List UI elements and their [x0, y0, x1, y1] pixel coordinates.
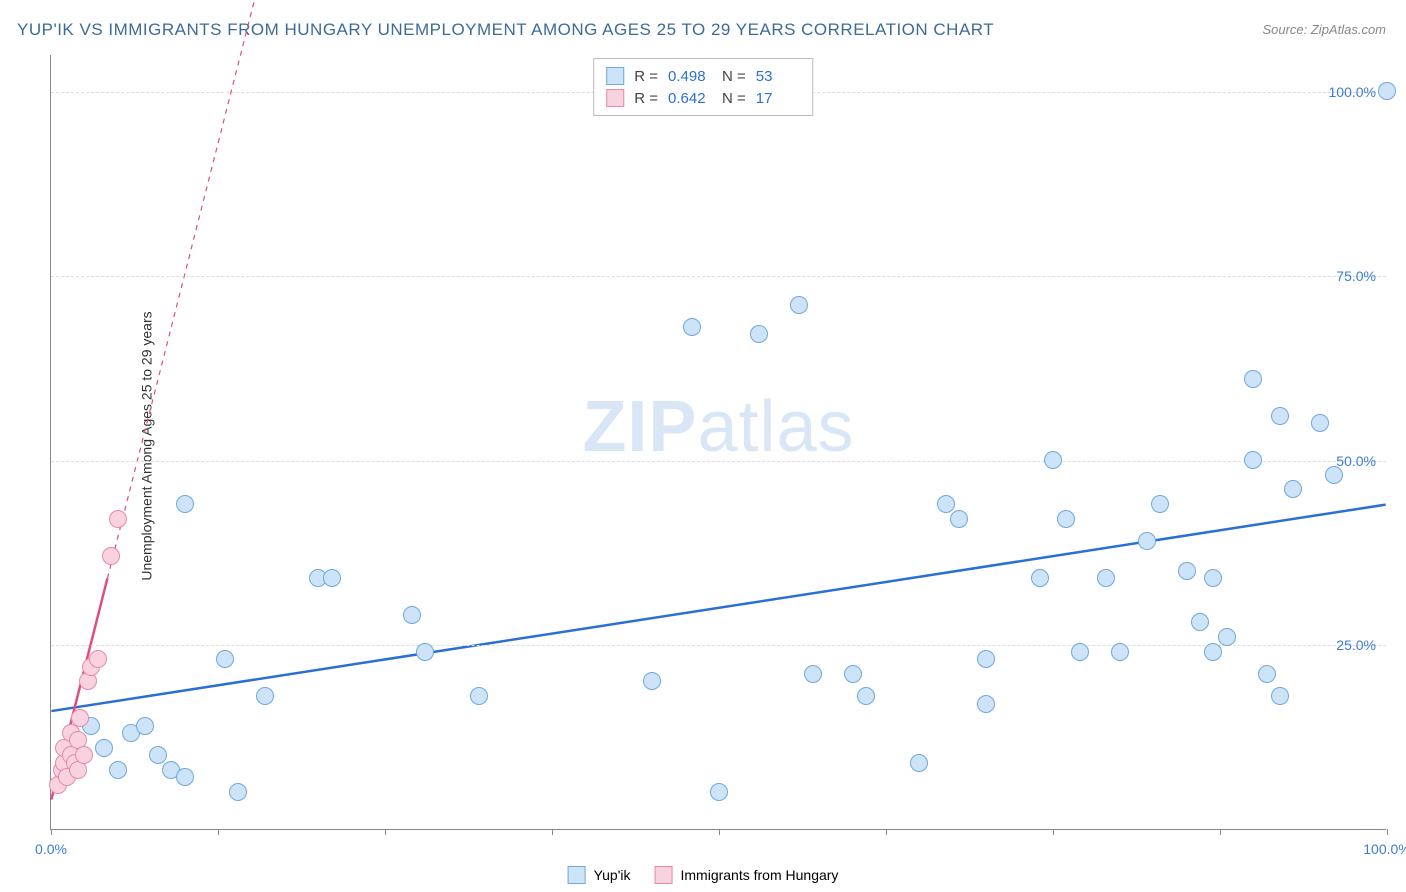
data-point [229, 783, 247, 801]
data-point [1138, 532, 1156, 550]
y-tick-label: 25.0% [1336, 637, 1376, 653]
x-tick [1053, 829, 1054, 835]
stat-r-value-yupik: 0.498 [668, 68, 712, 85]
data-point [1271, 407, 1289, 425]
data-point [1191, 613, 1209, 631]
data-point [416, 643, 434, 661]
swatch-hungary [654, 866, 672, 884]
stats-legend-box: R = 0.498 N = 53 R = 0.642 N = 17 [593, 58, 813, 116]
x-tick [51, 829, 52, 835]
data-point [176, 495, 194, 513]
data-point [910, 754, 928, 772]
plot-area: ZIPatlas 25.0%50.0%75.0%100.0%0.0%100.0% [50, 55, 1386, 830]
data-point [804, 665, 822, 683]
x-tick-label: 0.0% [35, 841, 67, 857]
data-point [683, 318, 701, 336]
gridline [51, 645, 1386, 646]
data-point [109, 510, 127, 528]
data-point [1244, 370, 1262, 388]
data-point [1151, 495, 1169, 513]
data-point [102, 547, 120, 565]
stat-n-value-yupik: 53 [756, 68, 800, 85]
data-point [256, 687, 274, 705]
data-point [323, 569, 341, 587]
data-point [95, 739, 113, 757]
data-point [710, 783, 728, 801]
bottom-legend: Yup'ik Immigrants from Hungary [568, 866, 839, 884]
data-point [1325, 466, 1343, 484]
data-point [1258, 665, 1276, 683]
x-tick [552, 829, 553, 835]
data-point [977, 650, 995, 668]
data-point [109, 761, 127, 779]
data-point [1044, 451, 1062, 469]
data-point [857, 687, 875, 705]
legend-label-yupik: Yup'ik [594, 867, 631, 883]
data-point [1311, 414, 1329, 432]
data-point [1378, 82, 1396, 100]
gridline [51, 276, 1386, 277]
data-point [1097, 569, 1115, 587]
data-point [149, 746, 167, 764]
data-point [89, 650, 107, 668]
data-point [1111, 643, 1129, 661]
data-point [1244, 451, 1262, 469]
x-tick [719, 829, 720, 835]
data-point [844, 665, 862, 683]
data-point [403, 606, 421, 624]
data-point [71, 709, 89, 727]
trend-lines [51, 55, 1386, 829]
stat-r-label: R = [634, 90, 658, 107]
data-point [1271, 687, 1289, 705]
stat-r-label: R = [634, 68, 658, 85]
x-tick [886, 829, 887, 835]
data-point [1218, 628, 1236, 646]
stats-row-hungary: R = 0.642 N = 17 [606, 87, 800, 109]
data-point [937, 495, 955, 513]
x-tick-label: 100.0% [1363, 841, 1406, 857]
stat-n-label: N = [722, 68, 746, 85]
stat-n-value-hungary: 17 [756, 90, 800, 107]
data-point [176, 768, 194, 786]
data-point [750, 325, 768, 343]
data-point [1204, 569, 1222, 587]
data-point [1284, 480, 1302, 498]
y-tick-label: 100.0% [1329, 84, 1376, 100]
data-point [977, 695, 995, 713]
data-point [136, 717, 154, 735]
data-point [75, 746, 93, 764]
legend-item-yupik: Yup'ik [568, 866, 631, 884]
swatch-hungary [606, 89, 624, 107]
stat-n-label: N = [722, 90, 746, 107]
y-tick-label: 75.0% [1336, 268, 1376, 284]
stats-row-yupik: R = 0.498 N = 53 [606, 65, 800, 87]
chart-title: YUP'IK VS IMMIGRANTS FROM HUNGARY UNEMPL… [17, 20, 994, 40]
data-point [216, 650, 234, 668]
swatch-yupik [606, 67, 624, 85]
data-point [470, 687, 488, 705]
x-tick [1387, 829, 1388, 835]
data-point [643, 672, 661, 690]
legend-item-hungary: Immigrants from Hungary [654, 866, 838, 884]
data-point [1178, 562, 1196, 580]
data-point [790, 296, 808, 314]
data-point [1071, 643, 1089, 661]
stat-r-value-hungary: 0.642 [668, 90, 712, 107]
gridline [51, 461, 1386, 462]
source-label: Source: ZipAtlas.com [1262, 22, 1386, 37]
x-tick [385, 829, 386, 835]
data-point [1057, 510, 1075, 528]
y-tick-label: 50.0% [1336, 453, 1376, 469]
data-point [1204, 643, 1222, 661]
x-tick [218, 829, 219, 835]
chart-container: YUP'IK VS IMMIGRANTS FROM HUNGARY UNEMPL… [0, 0, 1406, 892]
x-tick [1220, 829, 1221, 835]
data-point [1031, 569, 1049, 587]
data-point [950, 510, 968, 528]
swatch-yupik [568, 866, 586, 884]
legend-label-hungary: Immigrants from Hungary [680, 867, 838, 883]
